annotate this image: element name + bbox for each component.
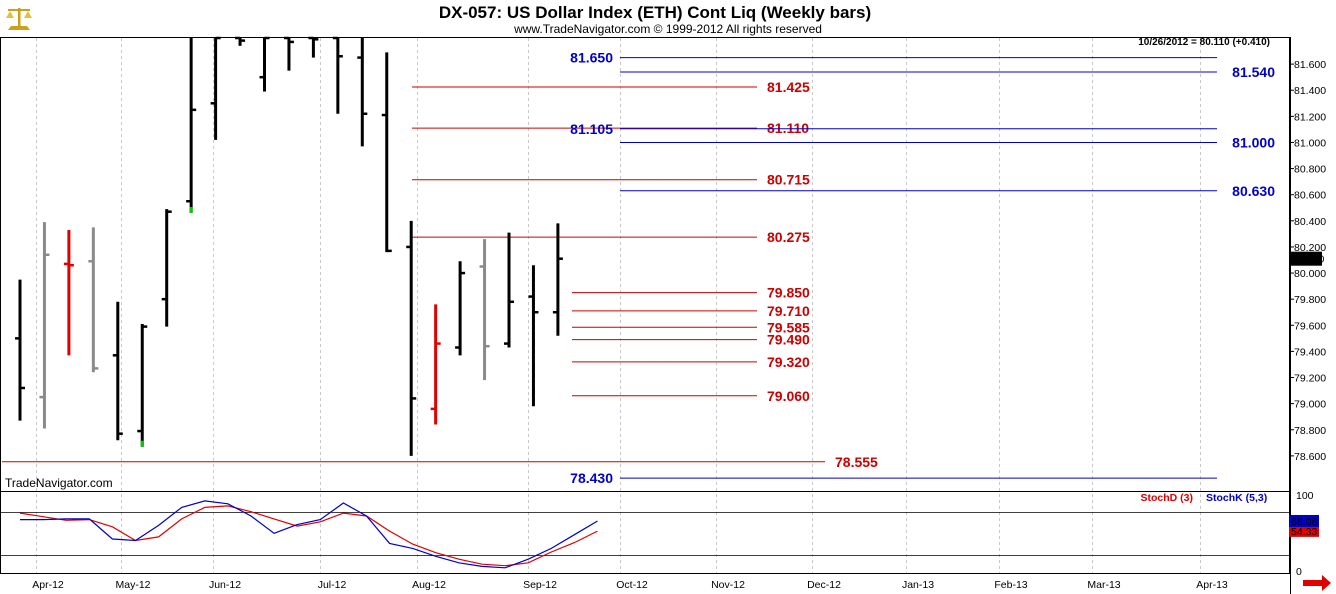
y-tick-label: 81.200 — [1294, 111, 1326, 123]
x-tick-label: Apr-12 — [32, 579, 64, 591]
level-label: 81.650 — [570, 50, 613, 66]
y-tick-label: 81.400 — [1294, 85, 1326, 97]
stoch-value-box — [1289, 524, 1319, 537]
x-tick-label: Mar-13 — [1087, 579, 1120, 591]
chart-title: DX-057: US Dollar Index (ETH) Cont Liq (… — [439, 3, 871, 22]
grid-lines — [36, 38, 1201, 573]
x-tick-label: Dec-12 — [807, 579, 841, 591]
x-tick-label: Jun-12 — [209, 579, 241, 591]
y-tick-label: 80.800 — [1294, 164, 1326, 176]
price-panel-border — [0, 37, 1290, 492]
level-label: 79.320 — [767, 354, 810, 370]
level-label: 78.555 — [835, 454, 878, 470]
stoch-series-line — [20, 500, 598, 569]
stoch-value-label: 68.08 — [1291, 516, 1317, 528]
level-label: 81.425 — [767, 79, 810, 95]
x-tick-label: Sep-12 — [523, 579, 557, 591]
price-bars — [15, 36, 563, 456]
watermark: TradeNavigator.com — [5, 476, 113, 490]
x-tick-label: May-12 — [115, 579, 150, 591]
y-tick-label: 79.800 — [1294, 294, 1326, 306]
axes: Apr-12 May-12 Jun-12 Jul-12 Aug-12 Sep-12 Oct-… — [32, 59, 1326, 591]
level-label: 81.000 — [1232, 134, 1275, 150]
level-label: 81.540 — [1232, 64, 1275, 80]
last-value-note: 10/26/2012 = 80.110 (+0.410) — [1138, 37, 1270, 48]
x-tick-label: Aug-12 — [412, 579, 446, 591]
signal-dot — [189, 206, 193, 213]
x-tick-label: Oct-12 — [616, 579, 648, 591]
y-tick-label: 79.200 — [1294, 373, 1326, 385]
y-tick-label: 79.000 — [1294, 399, 1326, 411]
x-tick-label: Apr-13 — [1196, 579, 1228, 591]
copyright-text: www.TradeNavigator.com © 1999-2012 All r… — [513, 22, 822, 36]
scroll-right-arrow-icon[interactable] — [1303, 575, 1331, 591]
level-label: 80.630 — [1232, 183, 1275, 199]
y-tick-label: 79.600 — [1294, 320, 1326, 332]
level-label: 78.430 — [570, 470, 613, 486]
level-label: 79.850 — [767, 285, 810, 301]
stoch-value-box — [1289, 514, 1319, 527]
level-label: 80.275 — [767, 229, 810, 245]
y-tick-label: 81.000 — [1294, 137, 1326, 149]
signal-dot — [140, 440, 144, 447]
chart-frame — [0, 37, 1291, 594]
x-tick-label: Feb-13 — [994, 579, 1027, 591]
y-tick-label: 78.600 — [1294, 451, 1326, 463]
y-tick-label: 79.400 — [1294, 346, 1326, 358]
stoch-y-tick: 100 — [1296, 490, 1314, 502]
logo-icon — [4, 4, 34, 32]
legend-stochK: StochK (5,3) — [1206, 492, 1267, 504]
last-price-box — [1291, 251, 1322, 266]
x-tick-label: Jan-13 — [902, 579, 934, 591]
stoch-value-label: 54.33 — [1291, 526, 1317, 538]
y-tick-label: 80.400 — [1294, 216, 1326, 228]
last-price-label: 80.110 — [1293, 254, 1324, 266]
stoch-y-tick: 0 — [1296, 566, 1302, 578]
x-tick-label: Nov-12 — [711, 579, 745, 591]
level-label: 81.110 — [767, 120, 809, 136]
y-tick-label: 80.600 — [1294, 190, 1326, 202]
level-label: 79.585 — [767, 319, 810, 335]
level-label: 81.105 — [570, 121, 613, 137]
y-tick-label: 80.200 — [1294, 242, 1326, 254]
price-levels: 81.425 81.110 80.715 80.275 79.850 79.71079.5… — [2, 50, 1275, 486]
y-tick-label: 81.600 — [1294, 59, 1326, 71]
x-tick-label: Jul-12 — [318, 579, 347, 591]
level-label: 79.710 — [767, 303, 810, 319]
y-tick-label: 78.800 — [1294, 425, 1326, 437]
legend-stochD: StochD (3) — [1141, 492, 1194, 504]
y-tick-label: 80.000 — [1294, 268, 1326, 280]
stoch-series-line — [19, 505, 598, 567]
level-label: 80.715 — [767, 172, 810, 188]
level-label: 79.060 — [767, 388, 810, 404]
level-label: 79.490 — [767, 332, 810, 348]
